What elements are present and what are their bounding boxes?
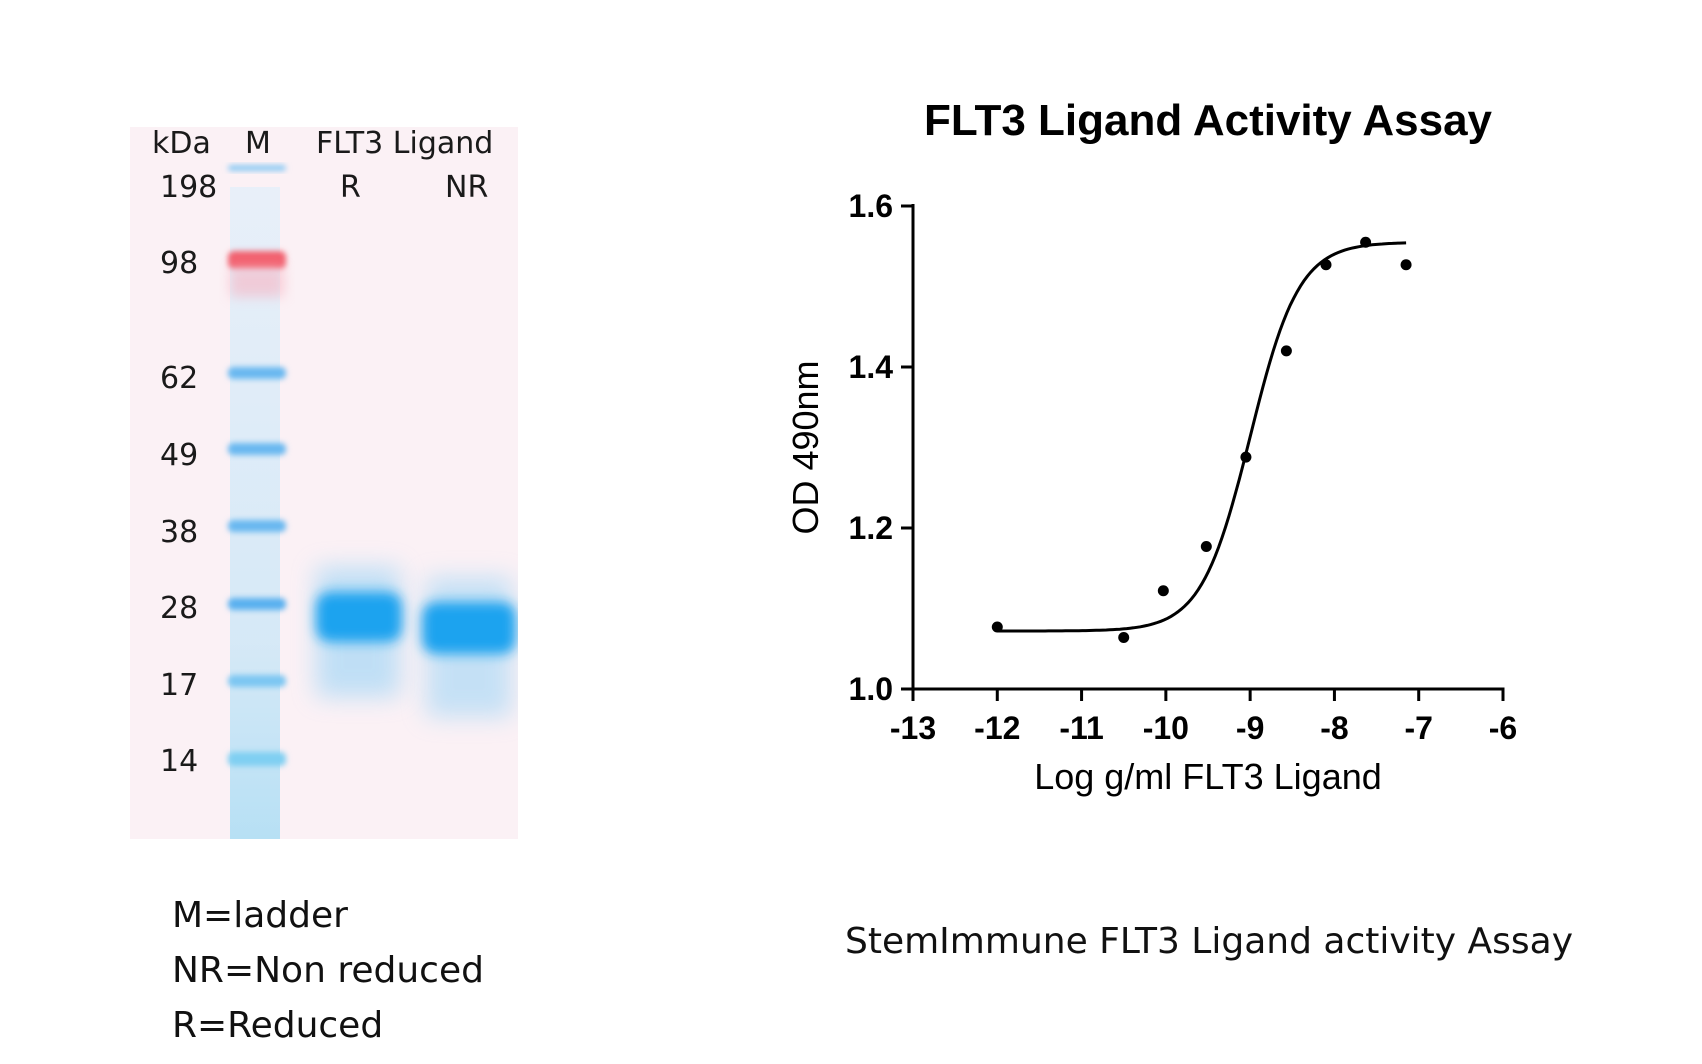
marker-28: 28 [160,591,199,626]
x-tick-label: -9 [1236,710,1264,746]
y-tick-label: 1.4 [849,349,894,385]
chart-caption: StemImmune FLT3 Ligand activity Assay [845,921,1574,962]
gel-sample-label: FLT3 Ligand [316,126,494,161]
fit-curve [997,241,1407,633]
marker-38: 38 [160,515,199,550]
data-point [1118,631,1130,643]
x-tick-label: -13 [890,710,936,746]
y-tick-label: 1.2 [849,510,893,546]
x-tick-label: -6 [1489,710,1517,746]
ladder-band-62 [228,367,286,379]
ladder-band-98-smear [230,267,284,297]
x-tick-label: -8 [1320,710,1348,746]
lane-nr-band [422,602,516,654]
lane-label-nr: NR [445,170,489,205]
legend-reduced: R=Reduced [172,1005,384,1046]
y-tick-label: 1.6 [849,188,893,224]
lane-label-r: R [340,170,361,205]
gel-unit-label: kDa [152,126,211,161]
data-point [991,621,1003,633]
gel-background [130,127,518,839]
x-axis-label: Log g/ml FLT3 Ligand [1034,756,1382,797]
marker-17: 17 [160,668,199,703]
y-tick-label: 1.0 [849,671,893,707]
marker-62: 62 [160,361,199,396]
data-point [1200,541,1212,553]
x-tick-label: -12 [974,710,1020,746]
marker-198: 198 [160,170,218,205]
ladder-band-198 [228,165,286,171]
ladder-band-38 [228,520,286,532]
marker-98: 98 [160,246,199,281]
legend-ladder: M=ladder [172,895,348,936]
ladder-band-49 [228,443,286,455]
data-point [1360,236,1372,248]
data-point [1400,259,1412,271]
chart-title: FLT3 Ligand Activity Assay [924,96,1493,145]
data-point [1240,451,1252,463]
activity-assay-chart: FLT3 Ligand Activity Assay -13 -12 -11 -10 -9… [785,96,1517,797]
marker-14: 14 [160,744,199,779]
ladder-band-14 [228,752,286,766]
ladder-band-17 [228,675,286,687]
y-axis-label: OD 490nm [785,360,826,534]
x-tick-label: -10 [1143,710,1189,746]
data-point [1157,585,1169,597]
data-point [1320,259,1332,271]
sds-page-gel [130,127,518,839]
lane-r-band [316,592,402,642]
x-tick-label: -11 [1059,710,1103,746]
gel-legend: M=ladder NR=Non reduced R=Reduced [172,888,484,1053]
marker-49: 49 [160,438,199,473]
ladder-band-28 [228,598,286,610]
ladder-band-98 [228,251,286,269]
gel-ladder-label: M [245,126,271,161]
data-point [1280,345,1292,357]
x-tick-label: -7 [1404,710,1432,746]
legend-non-reduced: NR=Non reduced [172,950,484,991]
